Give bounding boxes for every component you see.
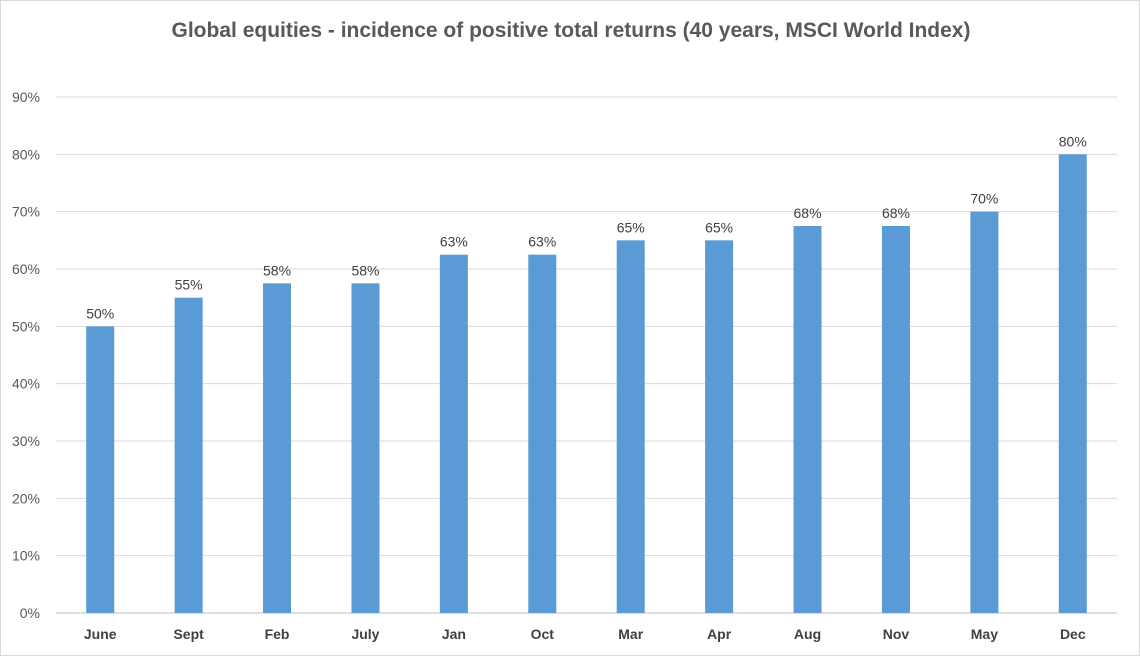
bars [86,154,1087,614]
y-tick-label: 40% [12,376,40,392]
bar-oct [528,254,557,613]
data-labels: 50% 55% 58% 58% 63% 63% 65% 65% 68% 68% 70% 80% [86,133,1087,321]
y-tick-label: 10% [12,548,40,564]
x-category-label: Dec [1060,626,1086,642]
bar-apr [705,240,734,614]
x-category-label: Feb [265,626,290,642]
data-label: 80% [1059,133,1087,149]
x-category-label: May [971,626,998,642]
data-label: 55% [175,277,203,293]
bar-dec [1058,154,1087,614]
bar-feb [263,283,292,613]
data-label: 68% [882,205,910,221]
y-tick-label: 50% [12,318,40,334]
gridlines [56,96,1117,614]
x-category-label: Nov [883,626,910,642]
bar-nov [881,226,910,613]
x-axis-categories: June Sept Feb July Jan Oct Mar Apr Aug Nov May Dec [84,626,1086,642]
data-label: 50% [86,305,114,321]
bar-mar [616,240,645,614]
bar-may [970,211,999,613]
y-tick-label: 60% [12,261,40,277]
bar-aug [793,226,822,613]
bar-sept [174,297,203,613]
data-label: 65% [705,219,733,235]
y-axis-ticks: 0% 10% 20% 30% 40% 50% 60% 70% 80% 90% [12,89,40,621]
chart-title: Global equities - incidence of positive … [171,19,971,42]
x-category-label: Aug [794,626,821,642]
data-label: 63% [528,234,556,250]
data-label: 70% [970,191,998,207]
bar-june [86,326,115,613]
x-category-label: July [351,626,379,642]
y-tick-label: 90% [12,89,40,105]
data-label: 58% [263,262,291,278]
data-label: 68% [794,205,822,221]
y-tick-label: 0% [20,605,40,621]
x-category-label: Sept [173,626,204,642]
data-label: 65% [617,219,645,235]
x-category-label: Oct [531,626,555,642]
y-tick-label: 80% [12,146,40,162]
x-category-label: June [84,626,117,642]
x-category-label: Jan [442,626,466,642]
bar-jan [439,254,468,613]
x-category-label: Apr [707,626,732,642]
x-category-label: Mar [618,626,643,642]
y-tick-label: 30% [12,433,40,449]
y-tick-label: 70% [12,204,40,220]
y-tick-label: 20% [12,490,40,506]
data-label: 58% [351,262,379,278]
bar-july [351,283,380,613]
data-label: 63% [440,234,468,250]
